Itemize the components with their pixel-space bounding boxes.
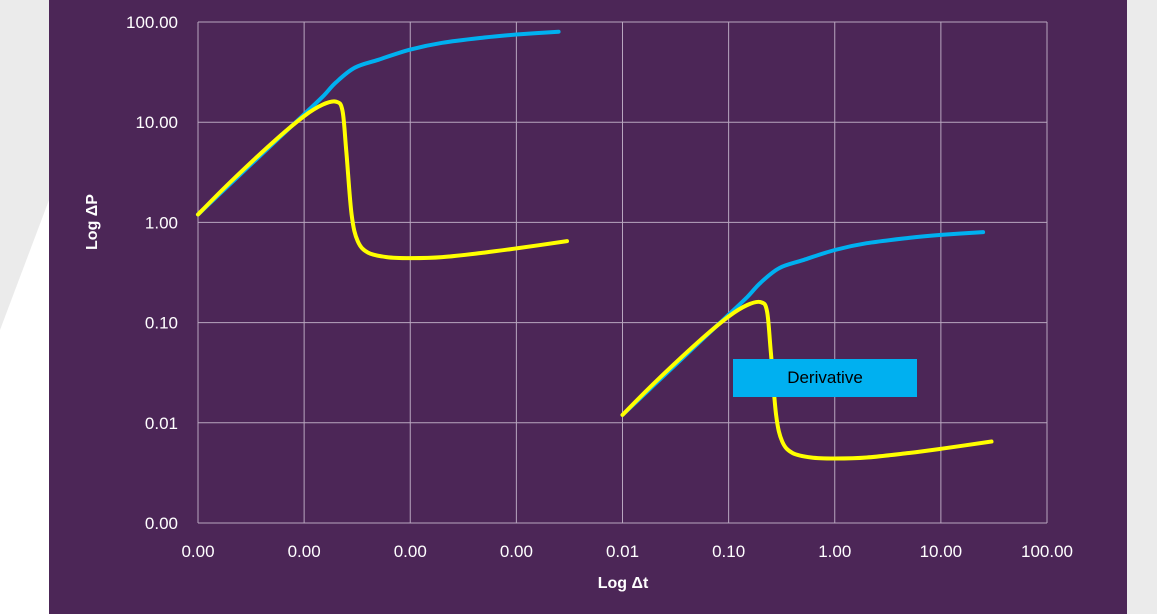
x-tick-label: 0.00 [288,542,321,561]
x-tick-label: 100.00 [1021,542,1073,561]
x-axis-title: Log Δt [598,575,649,592]
y-tick-label: 1.00 [145,213,178,232]
derivative-curve-left [196,99,569,261]
x-tick-label: 0.00 [181,542,214,561]
y-tick-label: 0.01 [145,414,178,433]
y-tick-labels: 100.00 10.00 1.00 0.10 0.01 0.00 [126,13,178,533]
pressure-curve-left [196,29,561,217]
y-tick-label: 0.10 [145,314,178,333]
grid [197,21,1048,524]
y-tick-label: 0.00 [145,514,178,533]
derivative-curve-right [620,299,994,461]
x-tick-label: 0.00 [500,542,533,561]
x-tick-label: 0.01 [606,542,639,561]
x-tick-label: 10.00 [920,542,963,561]
x-tick-label: 0.00 [394,542,427,561]
x-tick-labels: 0.00 0.00 0.00 0.00 0.01 0.10 1.00 10.00 100.00 [181,542,1073,561]
y-axis-title: Log ΔP [84,194,101,250]
x-tick-label: 0.10 [712,542,745,561]
chart-panel [49,0,1127,614]
y-tick-label: 100.00 [126,13,178,32]
y-tick-label: 10.00 [135,113,178,132]
derivative-annotation: Derivative [733,359,917,397]
x-tick-label: 1.00 [818,542,851,561]
series-layer [196,29,994,461]
